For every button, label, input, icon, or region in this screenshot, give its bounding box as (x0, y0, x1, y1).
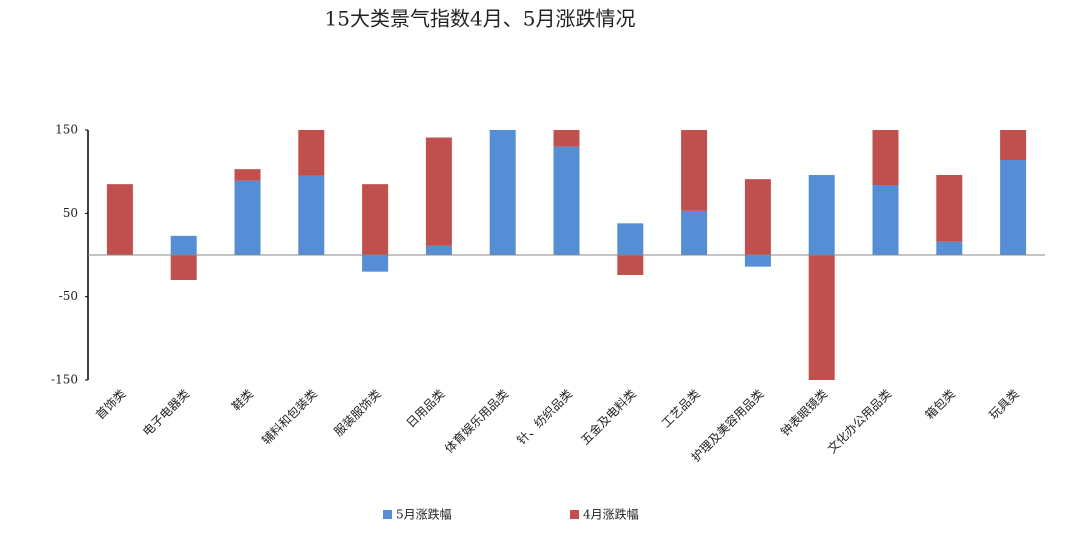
bar (744, 179, 771, 255)
bar (553, 130, 580, 147)
bar (425, 137, 452, 246)
bar (936, 175, 963, 242)
bar (553, 146, 580, 255)
bar (234, 180, 261, 255)
y-tick-label: 50 (63, 206, 78, 220)
bar (808, 175, 835, 255)
bar (681, 210, 708, 255)
bar (936, 241, 963, 255)
chart-title: 15大类景气指数4月、5月涨跌情况 (325, 7, 636, 31)
bar (298, 130, 325, 176)
bar (489, 130, 516, 255)
bar (681, 130, 708, 211)
y-tick-label: 150 (55, 123, 78, 137)
bar (1000, 130, 1027, 160)
bar (170, 235, 197, 255)
y-tick-label: -50 (59, 289, 78, 303)
bar (872, 185, 899, 255)
bar (234, 169, 261, 181)
bar (617, 255, 644, 275)
bar (362, 255, 389, 272)
y-tick-label: -150 (51, 373, 78, 387)
bar (170, 255, 197, 280)
bar (808, 255, 835, 380)
bar (617, 223, 644, 255)
bar (298, 175, 325, 255)
bar (425, 245, 452, 255)
bar (1000, 160, 1027, 255)
legend-swatch (383, 510, 392, 519)
bar (362, 184, 389, 255)
legend-label: 5月涨跌幅 (396, 507, 452, 522)
bar (744, 255, 771, 267)
legend-label: 4月涨跌幅 (583, 507, 639, 522)
bar (106, 184, 133, 255)
legend-swatch (570, 510, 579, 519)
bar (872, 130, 899, 185)
